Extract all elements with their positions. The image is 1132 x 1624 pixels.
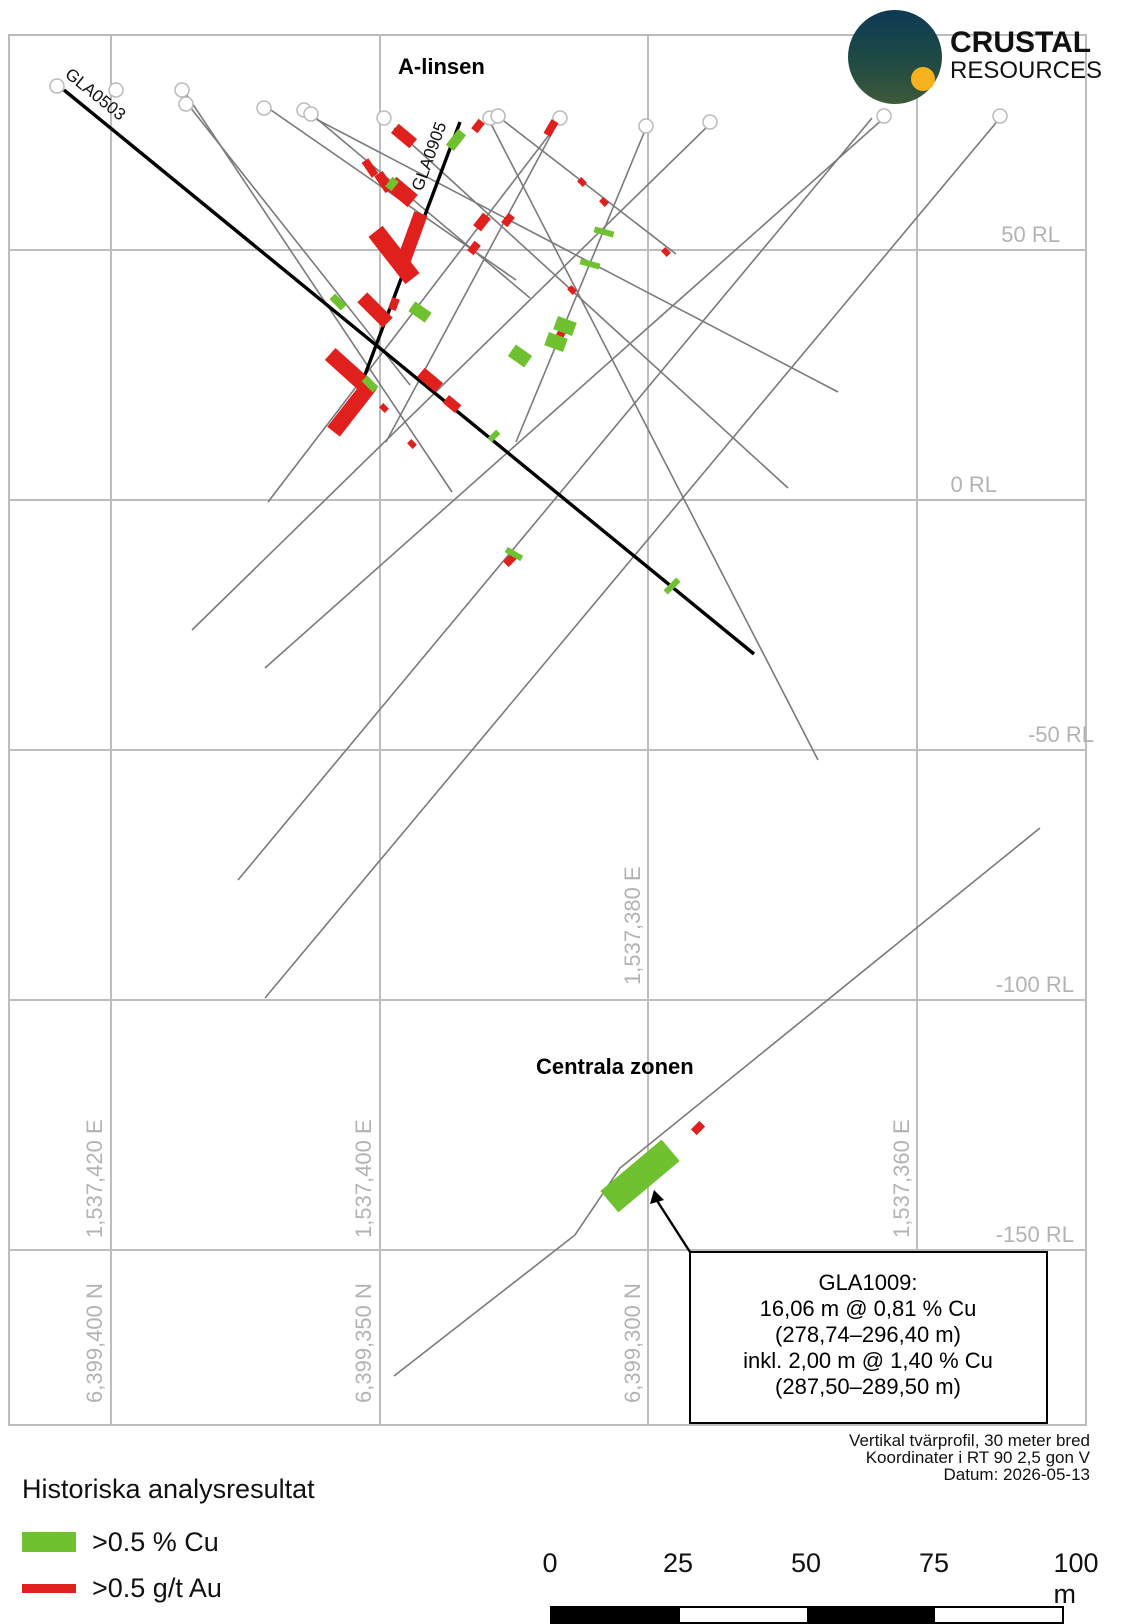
cu-intercept [508,345,532,368]
collar-marker [993,109,1007,123]
scale-bar: 0 25 50 75 100 m [528,1548,1108,1616]
au-intercept [397,211,428,265]
rl-label-minus150: -150 RL [996,1222,1074,1247]
easting-label-1537420: 1,537,420 E [82,1119,107,1238]
grid-lines [9,35,1086,1425]
legend-label-au: >0.5 g/t Au [92,1573,222,1604]
metadata-coordinates: Koordinater i RT 90 2,5 gon V [849,1449,1090,1466]
au-intercept [471,119,485,133]
rl-label-minus50: -50 RL [1028,722,1094,747]
logo-text-line2: RESOURCES [950,58,1102,84]
scale-tick: 25 [663,1548,693,1579]
au-intercept [443,395,462,413]
callout-line: inkl. 2,00 m @ 1,40 % Cu [743,1348,993,1373]
drillhole-gla0503 [64,90,754,654]
collar-marker [257,101,271,115]
collar-marker [50,79,64,93]
company-logo: CRUSTAL RESOURCES [848,10,1128,110]
au-intercept [599,197,609,207]
northing-label-6399400: 6,399,400 N [82,1283,107,1403]
au-intercept [357,292,392,327]
collar-marker [703,115,717,129]
legend-label-cu: >0.5 % Cu [92,1527,219,1558]
easting-label-1537360: 1,537,360 E [889,1119,914,1238]
drillhole-trace [488,118,818,760]
drillhole-label-gla0905: GLA0905 [408,119,450,193]
scale-tick: 100 m [1053,1548,1098,1610]
collar-marker [877,109,891,123]
cu-intercept [580,259,601,270]
callout-line: (287,50–289,50 m) [775,1374,961,1399]
scale-bar-graphic [550,1606,1064,1624]
drillhole-trace [394,128,788,488]
easting-label-1537400: 1,537,400 E [351,1119,376,1238]
callout-arrowhead [650,1190,664,1204]
callout-leader [654,1196,690,1252]
drillhole-trace [516,128,646,442]
callout-line: 16,06 m @ 0,81 % Cu [760,1296,977,1321]
au-intercept [467,241,481,255]
callout-line: (278,74–296,40 m) [775,1322,961,1347]
northing-label-6399350: 6,399,350 N [351,1283,376,1403]
drillhole-trace [500,118,676,254]
legend-title: Historiska analysresultat [22,1474,315,1505]
scale-segment [552,1608,680,1622]
scale-segment [807,1608,935,1622]
cu-intercept [553,316,577,336]
au-intercept [691,1121,705,1135]
zone-label-central: Centrala zonen [536,1054,694,1079]
collar-marker [491,109,505,123]
legend-swatch-au [22,1584,76,1593]
collar-marker [639,119,653,133]
rl-label-0: 0 RL [951,472,997,497]
scale-segment [680,1608,808,1622]
collar-marker [175,83,189,97]
section-metadata: Vertikal tvärprofil, 30 meter bred Koord… [849,1432,1090,1483]
drillhole-trace [386,118,560,442]
northing-label-6399300: 6,399,300 N [620,1283,645,1403]
collar-marker [304,107,318,121]
collar-marker [377,111,391,125]
scale-tick: 0 [542,1548,557,1579]
sun-icon [911,67,935,91]
legend-item-au: >0.5 g/t Au [22,1565,315,1611]
au-intercept [407,439,417,449]
easting-label-1537380: 1,537,380 E [620,866,645,985]
legend-item-cu: >0.5 % Cu [22,1519,315,1565]
scale-tick: 50 [791,1548,821,1579]
logo-text-line1: CRUSTAL [950,28,1091,58]
callout-line: GLA1009: [818,1270,917,1295]
scale-tick: 75 [919,1548,949,1579]
au-intercept [388,297,400,311]
legend-swatch-cu [22,1532,76,1552]
map-frame [9,35,1086,1425]
cu-intercepts [330,129,681,1212]
zone-label-a-lens: A-linsen [398,54,485,79]
cu-intercept-gla1009 [600,1140,679,1213]
scale-segment [935,1608,1063,1622]
collar-marker [179,97,193,111]
legend: Historiska analysresultat >0.5 % Cu >0.5… [22,1474,315,1611]
rl-label-50: 50 RL [1001,222,1060,247]
rl-label-minus100: -100 RL [996,972,1074,997]
metadata-profile: Vertikal tvärprofil, 30 meter bred [849,1432,1090,1449]
metadata-date: Datum: 2026-05-13 [849,1466,1090,1483]
